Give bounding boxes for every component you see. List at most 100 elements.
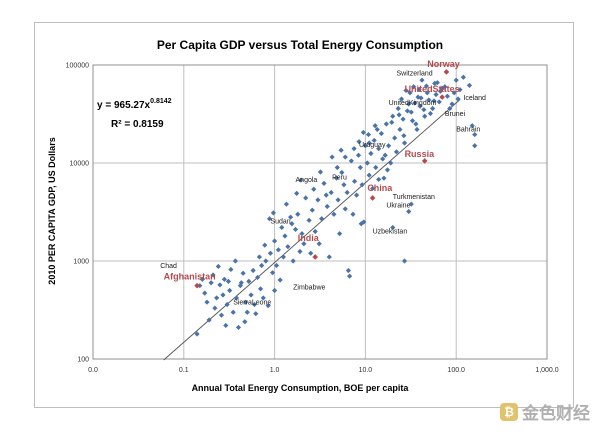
plot-area [92, 64, 548, 360]
data-point [248, 292, 254, 298]
country-label: Sudan [270, 219, 290, 226]
y-tick-label: 100 [77, 357, 89, 364]
data-point [328, 189, 334, 196]
equation-prefix: y = 965.27x [97, 100, 151, 111]
data-point [218, 312, 225, 318]
data-point [409, 118, 416, 124]
data-point [358, 221, 364, 227]
fit-equation: y = 965.27x0.8142 R² = 0.8159 [97, 98, 172, 130]
data-point [337, 231, 343, 237]
data-point [404, 108, 410, 114]
r-squared-text: R² = 0.8159 [111, 119, 164, 130]
data-point [423, 83, 430, 89]
data-point [374, 126, 380, 133]
data-point [395, 105, 401, 112]
data-point [199, 276, 205, 282]
data-point [466, 82, 473, 88]
country-label: China [367, 183, 393, 193]
data-point [406, 208, 412, 215]
data-point [298, 177, 304, 183]
data-point [301, 241, 307, 247]
fit-line [163, 99, 461, 361]
data-point [303, 195, 309, 201]
data-point [390, 113, 396, 119]
data-point [243, 299, 249, 305]
data-point [356, 139, 362, 145]
country-label: Russia [405, 149, 436, 159]
data-point [407, 90, 413, 96]
data-point [354, 192, 360, 198]
data-point [285, 244, 291, 250]
data-point [424, 90, 430, 96]
data-point [319, 216, 325, 222]
country-label: Chad [160, 263, 177, 270]
data-point [256, 254, 262, 260]
data-point [317, 169, 324, 175]
data-point [299, 231, 305, 237]
data-point [283, 201, 290, 207]
data-point [421, 107, 427, 113]
data-point [295, 211, 301, 217]
highlight-point [443, 69, 450, 75]
data-point [308, 250, 314, 256]
data-point [306, 217, 312, 223]
country-label: SierraLeone [233, 299, 271, 306]
data-point [315, 197, 321, 203]
data-point [294, 190, 300, 196]
data-point [331, 211, 337, 217]
x-tick-label: 1.0 [270, 367, 280, 374]
data-point [362, 143, 368, 149]
fit-layer [163, 99, 461, 361]
data-point [378, 130, 384, 137]
data-point [341, 182, 347, 188]
data-point [273, 262, 280, 269]
country-label: UnitedKingdom [389, 100, 437, 107]
data-point [227, 287, 233, 294]
data-point [215, 263, 221, 270]
data-point [208, 280, 214, 286]
y-tick-label: 100000 [66, 63, 89, 70]
data-point [280, 254, 286, 260]
data-point [217, 282, 223, 288]
data-point [427, 110, 434, 117]
highlight-point [439, 94, 445, 100]
data-point [342, 154, 348, 160]
data-point [360, 129, 366, 136]
x-axis-label: Annual Total Energy Consumption, BOE per… [192, 383, 410, 393]
data-point [371, 137, 377, 144]
data-point [406, 101, 412, 107]
data-point [270, 210, 276, 216]
data-point [366, 140, 372, 146]
labels-layer: Norway Switzerland UnitedStates UnitedKingd… [160, 59, 486, 306]
data-point [257, 286, 264, 292]
country-label: Zimbabwe [293, 285, 325, 292]
data-point [447, 105, 453, 112]
country-label: Afghanistan [164, 271, 216, 281]
data-point [401, 258, 408, 264]
data-point [279, 224, 285, 231]
highlight-point [312, 254, 319, 260]
data-point [235, 324, 242, 331]
data-point [444, 93, 451, 99]
data-point [396, 112, 402, 118]
scatter-chart: Per Capita GDP versus Total Energy Consu… [47, 38, 559, 393]
equation-exponent: 0.8142 [150, 98, 172, 105]
data-point [282, 233, 288, 239]
data-point [419, 77, 425, 83]
watermark-text: 金色财经 [522, 404, 590, 424]
data-point [266, 216, 273, 222]
data-point [206, 317, 212, 323]
data-point [412, 100, 418, 106]
points-layer [194, 74, 478, 337]
data-point [436, 99, 442, 105]
watermark: ₿ 金色财经 [500, 399, 590, 424]
data-point [212, 305, 218, 311]
data-point [415, 94, 421, 100]
country-label: Angola [296, 177, 318, 184]
country-label: Bahrain [456, 126, 480, 133]
data-point [413, 121, 419, 127]
data-point [262, 242, 268, 248]
data-point [242, 319, 248, 325]
data-point [350, 211, 356, 217]
data-point [253, 311, 259, 317]
